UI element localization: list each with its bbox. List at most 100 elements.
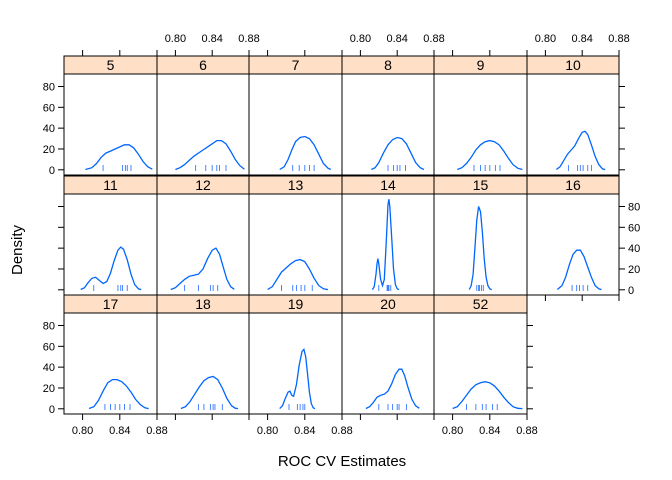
panel-20: 20 — [341, 294, 435, 415]
y-tick-label-left: 0 — [49, 165, 55, 177]
strip-label: 9 — [477, 57, 485, 73]
strip-label: 5 — [107, 57, 115, 73]
y-tick-label-right: 80 — [628, 201, 640, 213]
density-curve — [468, 206, 492, 291]
panel-frame — [433, 73, 528, 176]
strip-label: 11 — [103, 177, 118, 193]
axes-layer: 0.80 0.80 0.80 0.80 0.80 0.80 0.84 0.84 0.84 0.84… — [43, 33, 641, 437]
y-tick-label-left: 60 — [43, 102, 55, 114]
y-tick-label-left: 40 — [43, 123, 55, 135]
y-tick-label-right: 40 — [628, 243, 640, 255]
y-tick-label-left: 20 — [43, 144, 55, 156]
density-curve — [365, 368, 420, 410]
panel-frame — [248, 193, 343, 296]
strip-label: 17 — [103, 296, 119, 312]
panel-17: 17 — [63, 294, 158, 415]
strip-label: 10 — [565, 57, 581, 73]
y-tick-label-right: 20 — [628, 264, 640, 276]
strip-label: 6 — [199, 57, 207, 73]
strip-label: 20 — [380, 296, 396, 312]
strip-label: 18 — [195, 296, 211, 312]
x-tick-label-bottom: 0.84 — [479, 425, 500, 437]
y-tick-label-right: 60 — [628, 222, 640, 234]
x-tick-label-top: 0.88 — [423, 33, 444, 45]
panel-5: 5 — [63, 55, 158, 176]
x-axis-title: ROC CV Estimates — [278, 453, 406, 470]
panel-frame — [63, 193, 158, 296]
x-tick-label-bottom: 0.80 — [72, 425, 93, 437]
strip-label: 7 — [292, 57, 300, 73]
panel-9: 9 — [433, 55, 528, 176]
y-tick-label-left: 60 — [43, 341, 55, 353]
y-tick-label-left: 0 — [49, 404, 55, 416]
density-curve — [80, 246, 142, 291]
panels-layer: 5 6 7 8 9 10 11 12 13 14 15 16 17 18 19 20 52 — [63, 55, 620, 415]
strip-label: 15 — [473, 177, 489, 193]
x-tick-label-top: 0.84 — [571, 33, 592, 45]
density-curve — [180, 375, 239, 410]
density-curve — [556, 130, 606, 171]
density-curve — [85, 144, 153, 171]
panel-12: 12 — [156, 175, 250, 296]
y-axis-title: Density — [9, 224, 26, 275]
x-tick-label-bottom: 0.88 — [516, 425, 537, 437]
panel-10: 10 — [526, 55, 620, 176]
panel-13: 13 — [248, 175, 343, 296]
strip-label: 13 — [288, 177, 304, 193]
x-tick-label-top: 0.80 — [535, 33, 556, 45]
x-tick-label-top: 0.84 — [386, 33, 407, 45]
panel-frame — [248, 312, 343, 415]
panel-frame — [63, 312, 158, 415]
panel-frame — [156, 312, 250, 415]
panel-52: 52 — [433, 294, 528, 415]
strip-label: 19 — [288, 296, 304, 312]
strip-label: 8 — [384, 57, 392, 73]
density-curve — [452, 381, 523, 410]
panel-frame — [63, 73, 158, 176]
panel-18: 18 — [156, 294, 250, 415]
panel-frame — [526, 73, 620, 176]
x-tick-label-bottom: 0.88 — [146, 425, 167, 437]
x-tick-label-top: 0.88 — [608, 33, 629, 45]
panel-frame — [341, 312, 435, 415]
density-curve — [279, 348, 316, 410]
x-tick-label-top: 0.88 — [238, 33, 259, 45]
x-tick-label-bottom: 0.80 — [442, 425, 463, 437]
panel-14: 14 — [341, 175, 435, 296]
density-curve — [88, 378, 149, 410]
panel-11: 11 — [63, 175, 158, 296]
density-curve — [556, 249, 602, 291]
strip-label: 16 — [565, 177, 581, 193]
strip-label: 14 — [380, 177, 396, 193]
density-curve — [175, 139, 245, 171]
panel-frame — [156, 193, 250, 296]
panel-frame — [433, 193, 528, 296]
y-tick-label-left: 20 — [43, 383, 55, 395]
panel-15: 15 — [433, 175, 528, 296]
y-tick-label-left: 40 — [43, 362, 55, 374]
density-curve — [170, 247, 235, 291]
panel-19: 19 — [248, 294, 343, 415]
panel-frame — [341, 73, 435, 176]
panel-6: 6 — [156, 55, 250, 176]
panel-7: 7 — [248, 55, 343, 176]
panel-frame — [248, 73, 343, 176]
x-tick-label-top: 0.80 — [350, 33, 371, 45]
x-tick-label-bottom: 0.88 — [331, 425, 352, 437]
y-tick-label-left: 80 — [43, 81, 55, 93]
panel-frame — [433, 312, 528, 415]
density-curve — [279, 135, 332, 171]
x-tick-label-bottom: 0.84 — [294, 425, 315, 437]
x-tick-label-top: 0.84 — [201, 33, 222, 45]
strip-label: 52 — [473, 296, 489, 312]
x-tick-label-top: 0.80 — [165, 33, 186, 45]
panel-frame — [526, 193, 620, 296]
x-tick-label-bottom: 0.80 — [257, 425, 278, 437]
y-tick-label-right: 0 — [628, 285, 634, 297]
y-tick-label-left: 80 — [43, 320, 55, 332]
x-tick-label-bottom: 0.84 — [109, 425, 130, 437]
panel-16: 16 — [526, 175, 620, 296]
density-curve — [457, 139, 523, 171]
panel-8: 8 — [341, 55, 435, 176]
